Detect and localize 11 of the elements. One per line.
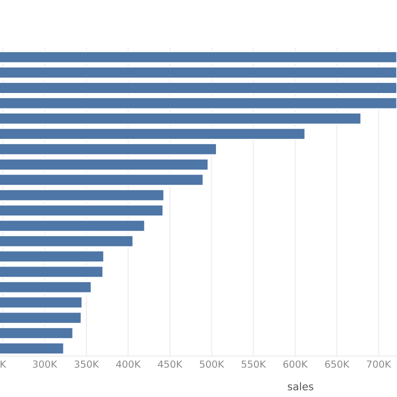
x-tick-label: 300K [32,360,58,368]
x-tick-label: 550K [242,360,266,368]
x-tick-label: 600K [283,360,308,368]
x-axis-title: sales [288,382,314,390]
x-tick-label: 650K [325,360,350,368]
x-tick-label: 400K [116,360,141,368]
x-tick-label: 500K [200,360,224,368]
x-tick-label: 450K [158,360,183,368]
x-tick-label: 350K [74,360,100,368]
x-tick-label: 700K [366,360,392,368]
x-tick-label: K [0,360,6,368]
